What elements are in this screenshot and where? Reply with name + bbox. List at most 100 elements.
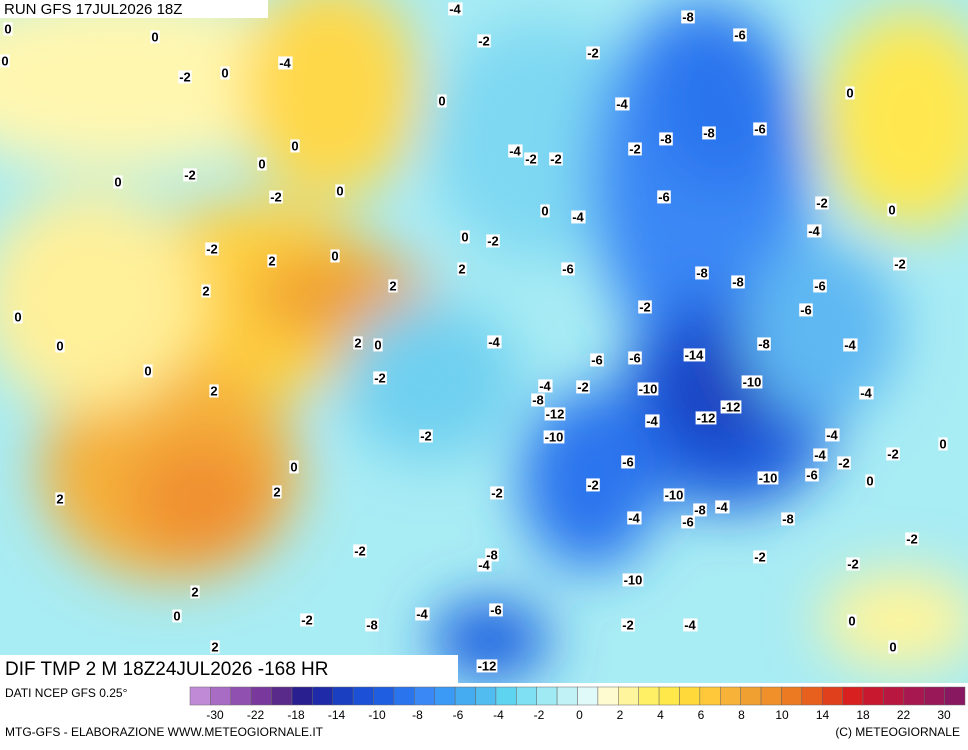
map-value-label: 0 bbox=[221, 65, 228, 80]
map-value-label: -4 bbox=[826, 427, 838, 442]
map-value-label: -2 bbox=[622, 617, 634, 632]
map-value-label: -6 bbox=[814, 278, 826, 293]
label-bg bbox=[457, 262, 467, 276]
map-value-label: 0 bbox=[866, 473, 873, 488]
scale-swatch bbox=[536, 686, 558, 706]
map-value-label: 0 bbox=[290, 459, 297, 474]
map-value-label: -12 bbox=[546, 406, 565, 421]
map-value-label: 0 bbox=[56, 338, 63, 353]
map-value-label: -2 bbox=[525, 151, 537, 166]
map-value-label: -12 bbox=[478, 658, 497, 673]
scale-swatch bbox=[495, 686, 517, 706]
label-bg bbox=[205, 242, 219, 256]
scale-tick-label: 0 bbox=[576, 708, 583, 722]
scale-tick-label: -10 bbox=[368, 708, 386, 722]
map-value-label: 2 bbox=[56, 491, 63, 506]
label-bg bbox=[460, 230, 470, 244]
scale-tick-label: -22 bbox=[247, 708, 265, 722]
map-value-label: -12 bbox=[722, 399, 741, 414]
scale-tick-label: -14 bbox=[328, 708, 346, 722]
label-bg bbox=[683, 618, 698, 632]
scale-tick-label: 6 bbox=[698, 708, 705, 722]
scale-swatch bbox=[332, 686, 354, 706]
label-bg bbox=[638, 300, 652, 314]
map-value-label: -2 bbox=[491, 485, 503, 500]
map-value-label: 0 bbox=[4, 21, 11, 36]
label-bg bbox=[543, 430, 565, 444]
label-bg bbox=[753, 122, 767, 136]
map-value-label: -2 bbox=[550, 151, 562, 166]
map-value-label: -4 bbox=[844, 337, 856, 352]
scale-swatch bbox=[658, 686, 680, 706]
map-value-label: -4 bbox=[646, 413, 658, 428]
map-labels: 0 0 0 -2 0 -4 0 -2 -4 -2 -6 -8 -4 -8 -8 -6 0 -2 -4 -2 -2 0 -2 0… bbox=[0, 1, 948, 673]
map-value-label: -4 bbox=[416, 606, 428, 621]
map-value-label: -2 bbox=[487, 233, 499, 248]
map-value-label: -2 bbox=[847, 556, 859, 571]
map-value-label: -4 bbox=[279, 55, 291, 70]
map-value-label: -8 bbox=[732, 274, 744, 289]
scale-swatch bbox=[189, 686, 211, 706]
map-value-label: -2 bbox=[577, 379, 589, 394]
map-value-label: -2 bbox=[270, 189, 282, 204]
scale-swatch bbox=[781, 686, 803, 706]
label-bg bbox=[490, 486, 504, 500]
scale-swatch bbox=[271, 686, 293, 706]
copyright: (C) METEOGIORNALE bbox=[835, 725, 960, 739]
map-value-label: -2 bbox=[629, 141, 641, 156]
scale-tick-label: 30 bbox=[937, 708, 951, 722]
map-field bbox=[0, 0, 968, 683]
label-bg bbox=[477, 558, 492, 572]
map-value-label: -6 bbox=[806, 467, 818, 482]
label-bg bbox=[476, 659, 498, 673]
scale-swatch bbox=[250, 686, 272, 706]
label-bg bbox=[576, 380, 590, 394]
scale-swatch bbox=[434, 686, 456, 706]
map-value-label: -2 bbox=[816, 195, 828, 210]
map-value-label: 0 bbox=[888, 202, 895, 217]
label-bg bbox=[859, 386, 874, 400]
map-value-label: -10 bbox=[665, 487, 684, 502]
scale-tick-label: -4 bbox=[493, 708, 504, 722]
label-bg bbox=[448, 2, 463, 16]
map-title: DIF TMP 2 M 18Z24JUL2026 -168 HR bbox=[5, 659, 329, 680]
label-bg bbox=[3, 22, 13, 36]
label-bg bbox=[538, 379, 553, 393]
map-value-label: -2 bbox=[184, 167, 196, 182]
map-value-label: -2 bbox=[754, 549, 766, 564]
scale-swatch bbox=[923, 686, 945, 706]
scale-swatch bbox=[944, 686, 966, 706]
map-value-label: -8 bbox=[703, 125, 715, 140]
map-value-label: -6 bbox=[629, 350, 641, 365]
map-value-label: -4 bbox=[716, 499, 728, 514]
map-value-label: -8 bbox=[532, 392, 544, 407]
scale-swatch bbox=[516, 686, 537, 706]
label-bg bbox=[893, 257, 907, 271]
map-value-label: -2 bbox=[887, 446, 899, 461]
map-value-label: 0 bbox=[438, 93, 445, 108]
map-value-label: -10 bbox=[639, 381, 658, 396]
label-bg bbox=[373, 338, 383, 352]
label-bg bbox=[615, 97, 630, 111]
map-value-label: -8 bbox=[782, 511, 794, 526]
map-value-label: 0 bbox=[848, 613, 855, 628]
label-bg bbox=[683, 348, 706, 362]
map-value-label: 0 bbox=[461, 229, 468, 244]
scale-swatch bbox=[801, 686, 823, 706]
scale-swatch bbox=[454, 686, 476, 706]
color-scale: -30 -22 -18 -14 -10 -8 -6 -4 -2 0 2 4 6 8 10 14 18 22 30 bbox=[189, 686, 966, 722]
label-bg bbox=[353, 336, 363, 350]
label-bg bbox=[886, 447, 900, 461]
scale-swatch bbox=[760, 686, 782, 706]
label-bg bbox=[938, 437, 948, 451]
map-value-label: -4 bbox=[814, 447, 826, 462]
scale-tick-label: -30 bbox=[206, 708, 224, 722]
label-bg bbox=[278, 56, 293, 70]
source-label: DATI NCEP GFS 0.25° bbox=[5, 686, 128, 700]
label-bg bbox=[586, 46, 600, 60]
map-value-label: -2 bbox=[420, 428, 432, 443]
label-bg bbox=[813, 279, 827, 293]
map-value-label: -8 bbox=[366, 617, 378, 632]
label-bg bbox=[544, 407, 566, 421]
map-value-label: -8 bbox=[682, 9, 694, 24]
